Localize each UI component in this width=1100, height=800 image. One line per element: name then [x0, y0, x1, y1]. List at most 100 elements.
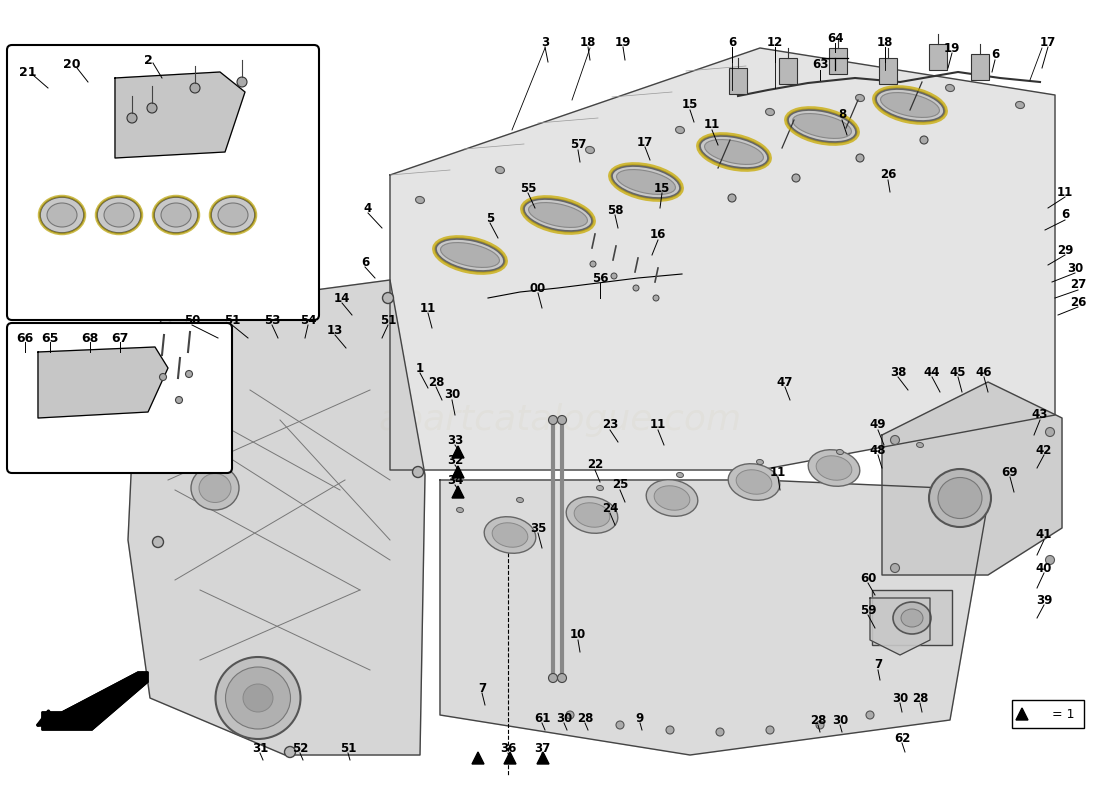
Text: 45: 45	[949, 366, 966, 378]
Text: 30: 30	[1067, 262, 1084, 274]
Ellipse shape	[610, 273, 617, 279]
Ellipse shape	[436, 238, 505, 271]
Text: 7: 7	[477, 682, 486, 694]
Ellipse shape	[766, 726, 774, 734]
Ellipse shape	[930, 469, 991, 527]
Ellipse shape	[728, 194, 736, 202]
Ellipse shape	[705, 139, 763, 165]
Text: 19: 19	[944, 42, 960, 54]
Ellipse shape	[529, 202, 587, 227]
Ellipse shape	[161, 203, 191, 227]
Ellipse shape	[654, 486, 690, 510]
Text: 50: 50	[184, 314, 200, 326]
Text: 11: 11	[704, 118, 720, 131]
Ellipse shape	[517, 498, 524, 502]
Ellipse shape	[585, 146, 594, 154]
Ellipse shape	[596, 486, 604, 490]
Text: 41: 41	[1036, 529, 1053, 542]
Polygon shape	[42, 672, 148, 730]
Ellipse shape	[104, 203, 134, 227]
Polygon shape	[128, 280, 425, 755]
Text: 40: 40	[1036, 562, 1053, 574]
Text: 7: 7	[873, 658, 882, 671]
Ellipse shape	[150, 393, 161, 403]
Text: apartcatalogue.com: apartcatalogue.com	[378, 403, 741, 437]
Ellipse shape	[793, 114, 851, 138]
Text: 18: 18	[877, 35, 893, 49]
Text: 28: 28	[428, 375, 444, 389]
Ellipse shape	[484, 517, 536, 554]
Ellipse shape	[147, 103, 157, 113]
Text: 66: 66	[16, 331, 34, 345]
Text: 61: 61	[534, 711, 550, 725]
Ellipse shape	[126, 113, 138, 123]
Text: 34: 34	[447, 474, 463, 486]
Text: 21: 21	[20, 66, 36, 78]
Text: 27: 27	[1070, 278, 1086, 291]
Ellipse shape	[456, 507, 463, 513]
Text: 00: 00	[530, 282, 546, 294]
Ellipse shape	[285, 746, 296, 758]
Ellipse shape	[891, 563, 900, 573]
Ellipse shape	[549, 674, 558, 682]
Ellipse shape	[766, 109, 774, 115]
Ellipse shape	[716, 728, 724, 736]
Polygon shape	[472, 752, 484, 764]
Ellipse shape	[216, 657, 300, 739]
Polygon shape	[116, 72, 245, 158]
Ellipse shape	[675, 126, 684, 134]
Polygon shape	[1016, 708, 1028, 720]
Text: = 1: = 1	[1052, 707, 1075, 721]
Polygon shape	[42, 672, 148, 730]
Text: 28: 28	[912, 691, 928, 705]
Text: 6: 6	[728, 35, 736, 49]
Ellipse shape	[416, 197, 425, 203]
Text: 19: 19	[615, 35, 631, 49]
Text: 15: 15	[653, 182, 670, 194]
Ellipse shape	[653, 295, 659, 301]
Ellipse shape	[1045, 555, 1055, 565]
Ellipse shape	[676, 473, 683, 478]
Ellipse shape	[612, 166, 681, 198]
Ellipse shape	[617, 170, 675, 194]
Ellipse shape	[700, 136, 769, 168]
Text: 57: 57	[570, 138, 586, 151]
Ellipse shape	[154, 197, 198, 233]
Polygon shape	[440, 480, 990, 755]
Text: 60: 60	[860, 571, 877, 585]
Ellipse shape	[816, 721, 824, 729]
Ellipse shape	[736, 470, 772, 494]
Text: 44: 44	[924, 366, 940, 378]
Text: 22: 22	[587, 458, 603, 471]
Text: 17: 17	[1040, 35, 1056, 49]
Text: 38: 38	[890, 366, 906, 378]
Bar	[729, 68, 747, 94]
Text: 17: 17	[637, 135, 653, 149]
Ellipse shape	[566, 497, 618, 534]
Ellipse shape	[590, 261, 596, 267]
Text: 2: 2	[144, 54, 153, 66]
Text: 26: 26	[1070, 295, 1086, 309]
Text: 51: 51	[340, 742, 356, 754]
FancyBboxPatch shape	[7, 45, 319, 320]
Bar	[872, 590, 952, 645]
Ellipse shape	[856, 154, 864, 162]
Ellipse shape	[97, 197, 141, 233]
Ellipse shape	[816, 456, 851, 480]
Ellipse shape	[186, 370, 192, 378]
Ellipse shape	[176, 397, 183, 403]
Ellipse shape	[549, 415, 558, 425]
Text: 25: 25	[612, 478, 628, 491]
Ellipse shape	[616, 721, 624, 729]
Ellipse shape	[211, 197, 255, 233]
Text: 42: 42	[1036, 443, 1053, 457]
Text: 30: 30	[444, 389, 460, 402]
Polygon shape	[882, 382, 1062, 575]
Text: 24: 24	[602, 502, 618, 514]
Ellipse shape	[632, 285, 639, 291]
Ellipse shape	[243, 684, 273, 712]
Text: 39: 39	[1036, 594, 1053, 606]
Text: 43: 43	[1032, 409, 1048, 422]
Ellipse shape	[916, 442, 924, 447]
Text: 6: 6	[361, 255, 370, 269]
